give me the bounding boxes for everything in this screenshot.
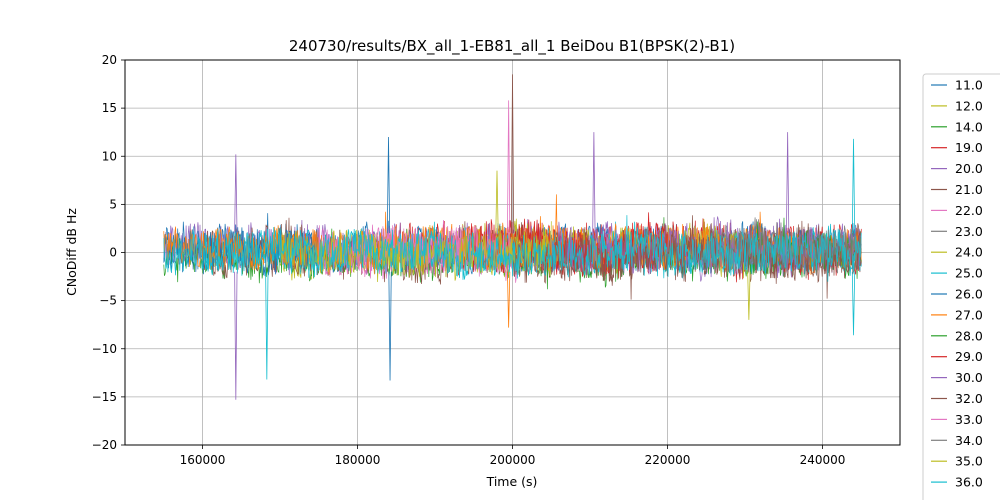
spike-mark (510, 74, 515, 234)
y-tick-label: 0 (109, 246, 117, 260)
legend-label: 19.0 (955, 140, 983, 155)
spike-mark (388, 271, 392, 381)
spike-mark (507, 100, 511, 234)
spike-mark (592, 132, 596, 234)
y-tick-label: −10 (92, 342, 117, 356)
legend-label: 28.0 (955, 328, 983, 343)
spike-mark (234, 154, 238, 234)
y-tick-label: −5 (99, 294, 117, 308)
legend-label: 20.0 (955, 161, 983, 176)
legend: 11.0 12.0 14.0 19.0 20.0 21.0 22.0 23.0 24.0 25.0… (922, 73, 1000, 500)
legend-label: 34.0 (955, 433, 983, 448)
x-tick-label: 200000 (490, 453, 536, 467)
y-axis: −20 −15 −10 −5 0 5 10 15 20 (92, 53, 125, 452)
spike-mark (747, 271, 751, 320)
legend-label: 33.0 (955, 412, 983, 427)
series-line-34-0 (705, 222, 862, 276)
y-tick-label: −15 (92, 390, 117, 404)
y-tick-label: 10 (102, 149, 117, 163)
legend-label: 32.0 (955, 391, 983, 406)
x-tick-label: 220000 (645, 453, 691, 467)
chart-title: 240730/results/BX_all_1-EB81_all_1 BeiDo… (289, 37, 735, 56)
legend-frame (922, 73, 1000, 500)
series-line-36-0 (163, 215, 862, 282)
legend-label: 27.0 (955, 307, 983, 322)
legend-label: 36.0 (955, 475, 983, 490)
x-tick-label: 180000 (335, 453, 381, 467)
x-tick-label: 160000 (180, 453, 226, 467)
legend-label: 35.0 (955, 454, 983, 469)
y-tick-label: 20 (102, 53, 117, 67)
legend-label: 23.0 (955, 224, 983, 239)
legend-label: 30.0 (955, 370, 983, 385)
x-tick-label: 240000 (800, 453, 846, 467)
y-axis-label: CNoDiff dB Hz (64, 208, 79, 296)
legend-label: 14.0 (955, 119, 983, 134)
y-tick-label: 15 (102, 101, 117, 115)
spike-mark (851, 271, 856, 336)
x-axis: 160000 180000 200000 220000 240000 (180, 445, 846, 467)
series-line-26-0 (163, 221, 320, 277)
spike-mark (786, 132, 790, 234)
legend-label: 12.0 (955, 98, 983, 113)
y-tick-label: −20 (92, 438, 117, 452)
spike-mark (851, 138, 856, 234)
legend-label: 26.0 (955, 287, 983, 302)
spike-mark (507, 271, 511, 328)
spike-mark (265, 271, 269, 380)
legend-label: 21.0 (955, 182, 983, 197)
spike-mark (234, 271, 238, 400)
legend-label: 25.0 (955, 266, 983, 281)
legend-label: 11.0 (955, 78, 983, 93)
series-group (163, 74, 862, 400)
legend-label: 29.0 (955, 349, 983, 364)
legend-label: 24.0 (955, 245, 983, 260)
y-tick-label: 5 (109, 197, 117, 211)
spike-mark (495, 170, 499, 234)
spike-mark (386, 136, 391, 234)
x-axis-label: Time (s) (486, 474, 538, 489)
legend-label: 22.0 (955, 203, 983, 218)
